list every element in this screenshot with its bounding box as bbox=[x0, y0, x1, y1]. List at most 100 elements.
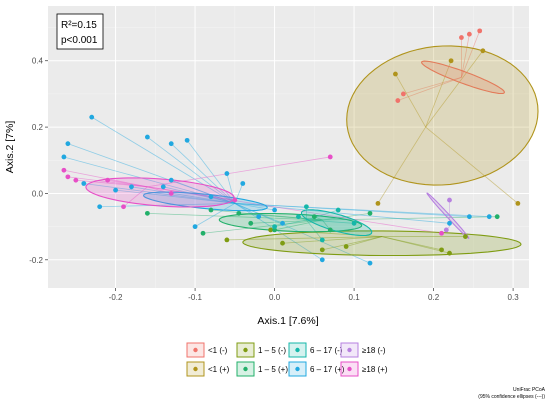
segment-1 – 5 (+) bbox=[210, 209, 323, 221]
point-6 – 17 (-) bbox=[351, 220, 357, 226]
point-6 – 17 (+) bbox=[466, 214, 472, 220]
point-6 – 17 (-) bbox=[303, 204, 309, 210]
segment-1 – 5 (-) bbox=[282, 236, 382, 244]
r-squared-text: R²=0.15 bbox=[61, 20, 97, 31]
segment-6 – 17 (-) bbox=[306, 219, 355, 224]
segment-6 – 17 (+) bbox=[234, 203, 323, 261]
point-1 – 5 (-) bbox=[462, 234, 468, 239]
point-<1 (-) bbox=[477, 28, 483, 34]
point-6 – 17 (+) bbox=[224, 171, 230, 176]
legend-item-≥18 (-)[interactable]: ≥18 (-) bbox=[340, 342, 386, 358]
point-≥18 (+) bbox=[61, 167, 67, 173]
point-≥18 (-) bbox=[443, 227, 449, 233]
x-tick-label: -0.2 bbox=[109, 293, 123, 302]
segment-6 – 17 (+) bbox=[234, 203, 275, 211]
point-1 – 5 (-) bbox=[447, 250, 452, 256]
point-1 – 5 (-) bbox=[439, 247, 444, 253]
stats-box-frame bbox=[56, 13, 104, 50]
confidence-ellipses bbox=[85, 45, 539, 257]
point-<1 (-) bbox=[395, 98, 401, 103]
point-1 – 5 (+) bbox=[144, 210, 150, 216]
point-1 – 5 (-) bbox=[280, 240, 285, 246]
legend-key-dot bbox=[347, 366, 352, 372]
ellipse-≥18 (+) bbox=[85, 177, 235, 208]
segment-<1 (-) bbox=[461, 34, 470, 78]
point-≥18 (+) bbox=[232, 197, 238, 203]
legend-item-6 – 17 (-)[interactable]: 6 – 17 (-) bbox=[288, 342, 343, 358]
point-≥18 (+) bbox=[105, 177, 111, 183]
segment-≥18 (+) bbox=[63, 169, 148, 188]
segment-1 – 5 (+) bbox=[202, 219, 323, 234]
caption-line-1: UniFrac PCoA bbox=[513, 387, 546, 393]
point-6 – 17 (-) bbox=[296, 214, 301, 220]
point-6 – 17 (+) bbox=[144, 134, 150, 140]
legend-label: 1 – 5 (+) bbox=[258, 365, 288, 374]
segment-6 – 17 (+) bbox=[186, 140, 236, 204]
segment-6 – 17 (+) bbox=[131, 186, 235, 204]
segment-1 – 5 (+) bbox=[238, 212, 323, 221]
point-6 – 17 (+) bbox=[168, 177, 174, 183]
point-≥18 (+) bbox=[439, 230, 444, 236]
sample-points bbox=[61, 28, 521, 266]
segment-<1 (+) bbox=[425, 126, 519, 204]
point-1 – 5 (+) bbox=[208, 207, 214, 213]
segment-6 – 17 (+) bbox=[170, 143, 236, 204]
segment-6 – 17 (+) bbox=[210, 196, 235, 204]
x-tick-label: 0.3 bbox=[508, 293, 520, 302]
segment-6 – 17 (+) bbox=[63, 156, 235, 204]
segment-6 – 17 (+) bbox=[234, 203, 490, 218]
point-6 – 17 (+) bbox=[129, 184, 134, 190]
point-6 – 17 (+) bbox=[192, 224, 198, 230]
point-6 – 17 (-) bbox=[272, 224, 277, 230]
legend-item-1 – 5 (-)[interactable]: 1 – 5 (-) bbox=[236, 342, 286, 358]
segment-<1 (-) bbox=[397, 76, 462, 101]
caption-line-2: (95% confidence ellipses (---)) bbox=[478, 394, 545, 400]
legend-item-6 – 17 (+)[interactable]: 6 – 17 (+) bbox=[288, 361, 345, 377]
point-<1 (+) bbox=[515, 201, 521, 206]
point-1 – 5 (-) bbox=[268, 227, 274, 233]
point-6 – 17 (+) bbox=[447, 220, 452, 226]
legend-item-<1 (-)[interactable]: <1 (-) bbox=[186, 342, 228, 358]
point-6 – 17 (+) bbox=[160, 184, 166, 190]
ellipse-1 – 5 (+) bbox=[218, 212, 363, 233]
legend: <1 (-) <1 (+) 1 – 5 (-) 1 – 5 (+) 6 – 17 (-)… bbox=[186, 342, 388, 377]
legend-label: ≥18 (-) bbox=[362, 346, 386, 355]
segment-1 – 5 (-) bbox=[226, 236, 382, 241]
legend-item-≥18 (+)[interactable]: ≥18 (+) bbox=[340, 361, 388, 377]
point-1 – 5 (+) bbox=[367, 210, 373, 216]
segment-≥18 (+) bbox=[75, 179, 148, 188]
point-1 – 5 (-) bbox=[343, 244, 349, 249]
segment-1 – 5 (+) bbox=[147, 212, 323, 221]
plot-panel bbox=[48, 6, 529, 288]
point-<1 (+) bbox=[393, 71, 398, 77]
point-1 – 5 (-) bbox=[224, 237, 230, 243]
segment-6 – 17 (+) bbox=[234, 203, 259, 218]
segment-<1 (-) bbox=[403, 76, 462, 95]
legend-item-<1 (+)[interactable]: <1 (+) bbox=[186, 361, 230, 377]
legend-key-dot bbox=[193, 347, 198, 353]
x-axis-ticks: -0.2 -0.1 0.0 0.1 0.2 0.3 bbox=[109, 288, 520, 302]
y-tick-label: 0.0 bbox=[32, 189, 44, 198]
point-6 – 17 (+) bbox=[81, 181, 87, 186]
point-<1 (+) bbox=[375, 201, 381, 206]
legend-key-dot bbox=[243, 347, 248, 353]
point-<1 (+) bbox=[448, 58, 454, 64]
segment-6 – 17 (+) bbox=[147, 136, 236, 204]
segment-6 – 17 (+) bbox=[115, 189, 235, 204]
segment-6 – 17 (+) bbox=[67, 143, 235, 204]
segment-6 – 17 (+) bbox=[163, 186, 235, 204]
point-6 – 17 (+) bbox=[65, 141, 71, 147]
legend-key-dot bbox=[193, 366, 198, 372]
point-6 – 17 (+) bbox=[168, 141, 174, 147]
x-tick-label: 0.0 bbox=[269, 293, 281, 302]
ellipse-<1 (-) bbox=[421, 60, 505, 95]
x-tick-label: -0.1 bbox=[188, 293, 202, 302]
segment-<1 (+) bbox=[377, 126, 426, 204]
point-≥18 (+) bbox=[327, 154, 333, 160]
legend-label: <1 (+) bbox=[208, 365, 230, 374]
y-axis-title: Axis.2 [7%] bbox=[4, 121, 16, 174]
point-1 – 5 (+) bbox=[248, 220, 254, 226]
legend-item-1 – 5 (+)[interactable]: 1 – 5 (+) bbox=[236, 361, 288, 377]
point-1 – 5 (+) bbox=[494, 214, 500, 220]
point-1 – 5 (+) bbox=[311, 214, 317, 220]
